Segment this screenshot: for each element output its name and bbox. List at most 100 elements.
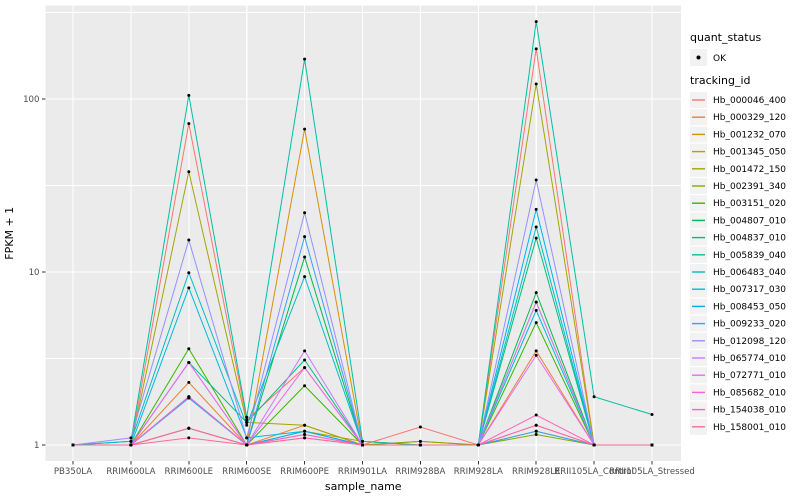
data-point <box>187 238 191 242</box>
data-point <box>303 384 307 388</box>
data-point <box>187 170 191 174</box>
data-point <box>187 122 191 126</box>
data-point <box>303 358 307 362</box>
data-point <box>303 429 307 433</box>
data-point <box>71 443 75 447</box>
data-point <box>650 443 654 447</box>
data-point <box>476 443 480 447</box>
data-point <box>245 420 249 424</box>
data-point <box>187 395 191 399</box>
legend-item-label: Hb_158001_010 <box>713 423 786 433</box>
data-point <box>534 178 538 182</box>
data-point <box>303 432 307 436</box>
data-point <box>534 225 538 229</box>
data-point <box>129 443 133 447</box>
data-point <box>534 308 538 312</box>
data-point <box>245 418 249 422</box>
x-tick-label: RRIM600LE <box>165 467 214 477</box>
data-point <box>187 347 191 351</box>
legend-item-label: Hb_003151_020 <box>713 199 786 209</box>
data-point <box>303 423 307 427</box>
data-point <box>187 380 191 384</box>
x-tick-label: RRIM600PE <box>280 467 329 477</box>
data-point <box>534 236 538 240</box>
data-point <box>303 57 307 61</box>
data-point <box>534 82 538 86</box>
legend-item-label: Hb_000329_120 <box>713 113 786 123</box>
data-point <box>534 413 538 417</box>
data-point <box>245 415 249 419</box>
data-point <box>418 439 422 443</box>
data-point <box>187 436 191 440</box>
data-point <box>418 443 422 447</box>
data-point <box>187 286 191 290</box>
ok-point-icon <box>696 55 701 60</box>
legend-title-tracking-id: tracking_id <box>690 74 751 87</box>
data-point <box>361 443 364 447</box>
data-point <box>650 413 654 417</box>
data-point <box>187 360 191 364</box>
plot-panel <box>45 5 681 461</box>
data-point <box>592 443 596 447</box>
legend-item-label: Hb_001472_150 <box>713 165 786 175</box>
data-point <box>534 207 538 211</box>
legend-item-label: Hb_000046_400 <box>713 96 786 106</box>
data-point <box>303 211 307 215</box>
x-tick-label: RRII105LA_Stressed <box>609 467 695 477</box>
data-point <box>534 423 538 427</box>
data-point <box>534 291 538 295</box>
data-point <box>187 271 191 275</box>
y-axis-title: FPKM + 1 <box>3 207 16 260</box>
data-point <box>534 353 538 357</box>
data-point <box>534 321 538 325</box>
data-point <box>129 436 133 440</box>
x-tick-label: RRIM928LA <box>454 467 503 477</box>
legend-item-label: Hb_004837_010 <box>713 234 786 244</box>
data-point <box>187 426 191 430</box>
data-point <box>534 47 538 51</box>
legend-item-label: Hb_154038_010 <box>713 406 786 416</box>
legend-item-label: Hb_012098_120 <box>713 337 786 347</box>
data-point <box>245 423 249 427</box>
legend-item-label: Hb_001345_050 <box>713 148 786 158</box>
data-point <box>534 300 538 304</box>
data-point <box>303 235 307 239</box>
legend-item-label: Hb_004807_010 <box>713 216 786 226</box>
legend-item-label: Hb_009233_020 <box>713 320 786 330</box>
data-point <box>245 443 249 447</box>
legend-item-label: Hb_006483_040 <box>713 268 786 278</box>
x-tick-label: RRII105LA_Control <box>554 467 634 477</box>
data-point <box>303 255 307 259</box>
x-axis-title: sample_name <box>325 480 402 493</box>
legend-item-label: Hb_005839_040 <box>713 251 786 261</box>
data-point <box>187 93 191 97</box>
x-tick-label: RRIM928BA <box>395 467 445 477</box>
data-point <box>534 349 538 353</box>
data-point <box>534 20 538 24</box>
x-tick-label: RRIM600LA <box>106 467 155 477</box>
data-point <box>245 436 249 440</box>
data-point <box>534 429 538 433</box>
data-point <box>534 432 538 436</box>
legend-item-label: Hb_007317_030 <box>713 285 786 295</box>
data-point <box>303 127 307 131</box>
x-tick-label: RRIM901LA <box>338 467 387 477</box>
data-point <box>303 349 307 353</box>
y-tick-label: 100 <box>23 95 39 105</box>
legend-item-label: Hb_001232_070 <box>713 130 786 140</box>
x-tick-label: RRIM600SE <box>222 467 271 477</box>
legend-item-label: Hb_008453_050 <box>713 302 786 312</box>
data-point <box>129 439 133 443</box>
data-point <box>418 425 422 429</box>
x-tick-label: RRIM928LE <box>512 467 561 477</box>
data-point <box>303 436 307 440</box>
data-point <box>361 439 364 443</box>
data-point <box>303 366 307 370</box>
x-tick-label: PB350LA <box>54 467 92 477</box>
legend-item-label: Hb_002391_340 <box>713 182 786 192</box>
legend-item-label: Hb_065774_010 <box>713 354 786 364</box>
data-point <box>592 395 596 399</box>
legend-ok-label: OK <box>713 54 727 64</box>
